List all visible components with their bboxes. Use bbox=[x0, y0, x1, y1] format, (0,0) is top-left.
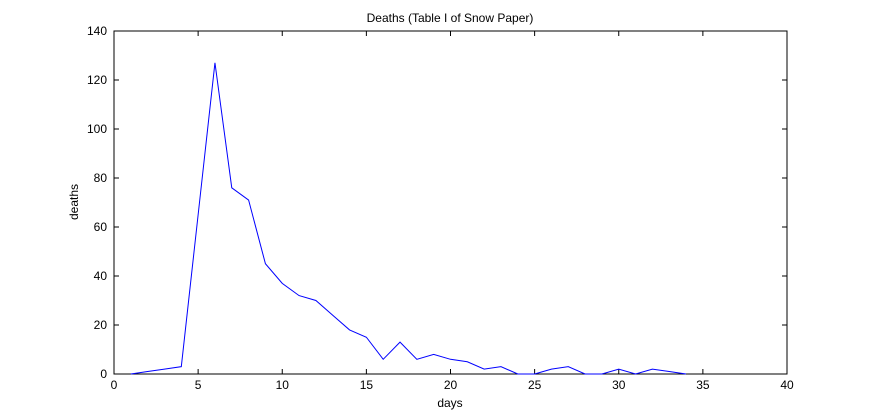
y-axis: 0 20 40 60 80 100 120 140 bbox=[87, 24, 787, 381]
plot-area bbox=[113, 30, 788, 375]
y-tick-label: 100 bbox=[87, 122, 107, 136]
x-tick-label: 0 bbox=[111, 378, 118, 392]
y-tick-label: 40 bbox=[94, 269, 108, 283]
x-tick-label: 35 bbox=[696, 378, 710, 392]
x-axis-label: days bbox=[437, 396, 462, 410]
x-tick-label: 40 bbox=[780, 378, 794, 392]
y-tick-label: 80 bbox=[94, 171, 108, 185]
x-tick-label: 5 bbox=[195, 378, 202, 392]
x-tick-label: 30 bbox=[612, 378, 626, 392]
y-tick-label: 140 bbox=[87, 24, 107, 38]
x-tick-label: 20 bbox=[444, 378, 458, 392]
x-tick-label: 10 bbox=[276, 378, 290, 392]
y-tick-label: 0 bbox=[100, 367, 107, 381]
x-axis: 0 5 10 15 20 25 30 35 40 bbox=[111, 31, 794, 392]
y-axis-label: deaths bbox=[67, 184, 81, 220]
y-tick-label: 60 bbox=[94, 220, 108, 234]
series-line bbox=[130, 62, 687, 375]
x-tick-label: 15 bbox=[360, 378, 374, 392]
chart-title: Deaths (Table I of Snow Paper) bbox=[367, 11, 534, 25]
y-tick-label: 120 bbox=[87, 73, 107, 87]
y-tick-label: 20 bbox=[94, 318, 108, 332]
x-tick-label: 25 bbox=[528, 378, 542, 392]
